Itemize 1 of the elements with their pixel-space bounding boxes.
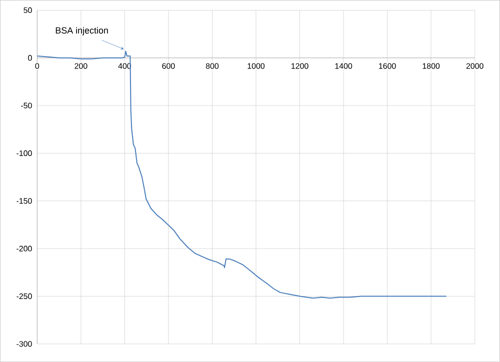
annotation: BSA injection — [56, 26, 108, 36]
